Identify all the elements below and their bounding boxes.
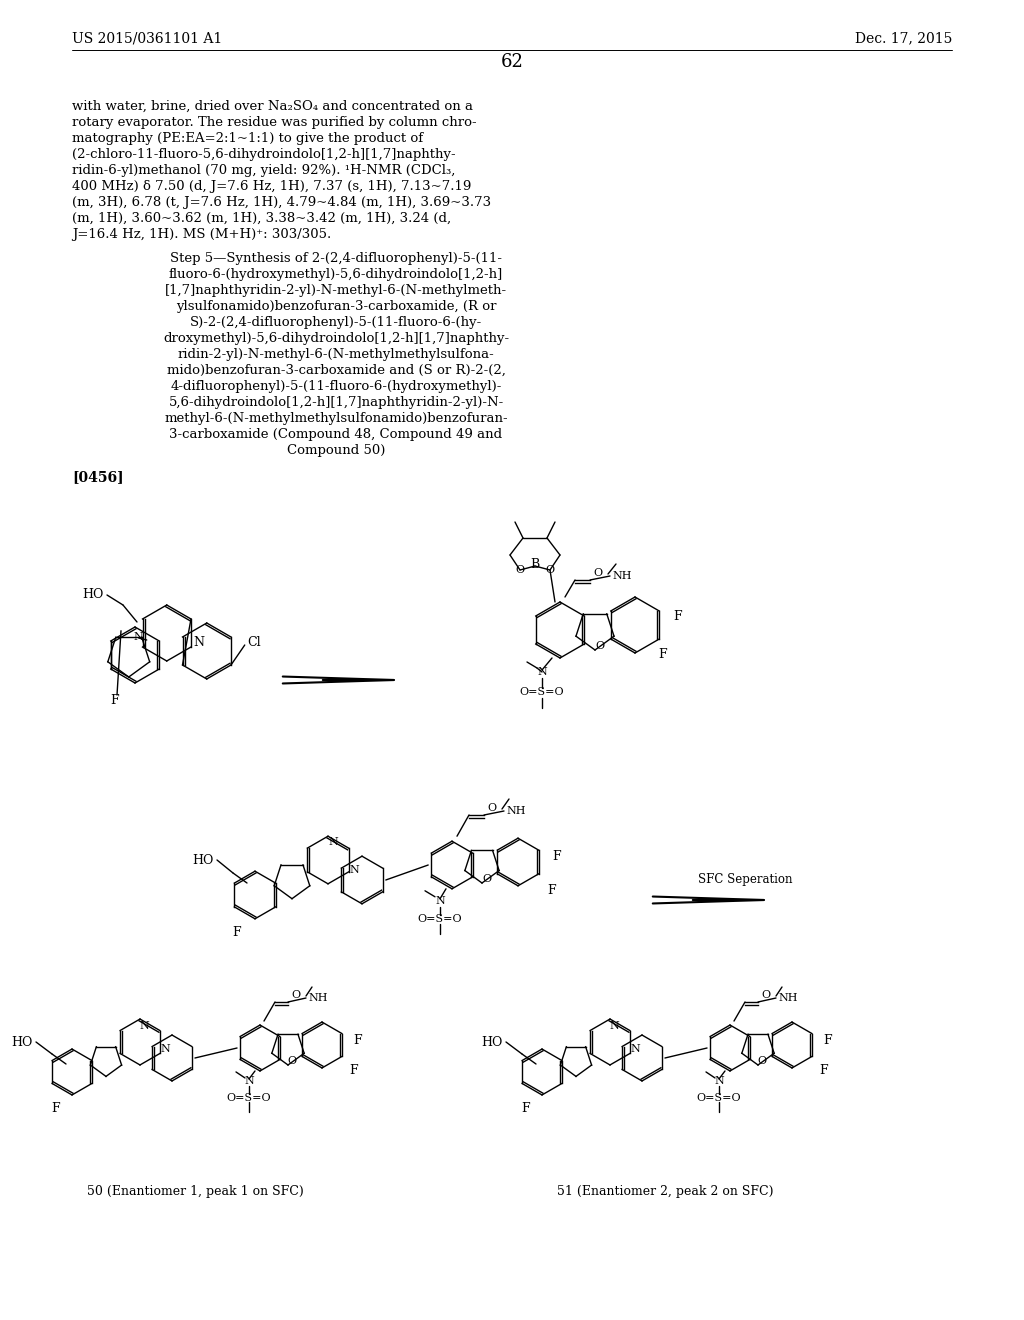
Text: N: N: [435, 896, 444, 906]
Text: 51 (Enantiomer 2, peak 2 on SFC): 51 (Enantiomer 2, peak 2 on SFC): [557, 1185, 773, 1199]
Text: NH: NH: [506, 807, 525, 816]
Text: HO: HO: [11, 1035, 33, 1048]
Text: O: O: [292, 990, 301, 1001]
Text: F: F: [823, 1034, 831, 1047]
Text: methyl-6-(N-methylmethylsulfonamido)benzofuran-: methyl-6-(N-methylmethylsulfonamido)benz…: [164, 412, 508, 425]
Text: [0456]: [0456]: [72, 470, 124, 484]
Text: SFC Seperation: SFC Seperation: [697, 873, 793, 886]
Text: 50 (Enantiomer 1, peak 1 on SFC): 50 (Enantiomer 1, peak 1 on SFC): [87, 1185, 303, 1199]
Text: HO: HO: [193, 854, 214, 866]
Text: S)-2-(2,4-difluorophenyl)-5-(11-fluoro-6-(hy-: S)-2-(2,4-difluorophenyl)-5-(11-fluoro-6…: [189, 315, 482, 329]
Text: (2-chloro-11-fluoro-5,6-dihydroindolo[1,2-h][1,7]naphthy-: (2-chloro-11-fluoro-5,6-dihydroindolo[1,…: [72, 148, 456, 161]
Text: NH: NH: [778, 993, 798, 1003]
Text: F: F: [521, 1102, 530, 1115]
Text: F: F: [111, 694, 120, 708]
Text: F: F: [658, 648, 667, 661]
Text: O: O: [762, 990, 771, 1001]
Text: O: O: [546, 565, 555, 576]
Text: N: N: [349, 865, 358, 875]
Text: ylsulfonamido)benzofuran-3-carboxamide, (R or: ylsulfonamido)benzofuran-3-carboxamide, …: [176, 300, 497, 313]
Text: HO: HO: [481, 1035, 503, 1048]
Text: NH: NH: [612, 572, 632, 581]
Text: O: O: [482, 874, 492, 884]
Text: F: F: [353, 1034, 361, 1047]
Text: N: N: [609, 1020, 618, 1031]
Text: O=S=O: O=S=O: [520, 686, 564, 697]
Text: O=S=O: O=S=O: [418, 913, 462, 924]
Text: O: O: [595, 642, 604, 651]
Text: O: O: [515, 565, 524, 576]
Text: O: O: [487, 803, 497, 813]
Text: N: N: [160, 1044, 170, 1053]
Text: (m, 1H), 3.60~3.62 (m, 1H), 3.38~3.42 (m, 1H), 3.24 (d,: (m, 1H), 3.60~3.62 (m, 1H), 3.38~3.42 (m…: [72, 213, 452, 224]
Text: N: N: [630, 1044, 640, 1053]
Text: HO: HO: [82, 589, 103, 602]
Text: N: N: [139, 1020, 148, 1031]
Text: ridin-2-yl)-N-methyl-6-(N-methylmethylsulfona-: ridin-2-yl)-N-methyl-6-(N-methylmethylsu…: [177, 348, 495, 360]
Text: N: N: [134, 632, 143, 642]
Text: N: N: [328, 837, 338, 847]
Text: F: F: [819, 1064, 827, 1077]
Text: N: N: [194, 636, 204, 649]
Text: droxymethyl)-5,6-dihydroindolo[1,2-h][1,7]naphthy-: droxymethyl)-5,6-dihydroindolo[1,2-h][1,…: [163, 333, 509, 345]
Text: O: O: [594, 568, 602, 578]
Text: N: N: [714, 1076, 724, 1086]
Text: 62: 62: [501, 53, 523, 71]
Text: Step 5—Synthesis of 2-(2,4-difluorophenyl)-5-(11-: Step 5—Synthesis of 2-(2,4-difluoropheny…: [170, 252, 502, 265]
Text: Compound 50): Compound 50): [287, 444, 385, 457]
Text: NH: NH: [308, 993, 328, 1003]
Text: mido)benzofuran-3-carboxamide and (S or R)-2-(2,: mido)benzofuran-3-carboxamide and (S or …: [167, 364, 506, 378]
Text: F: F: [349, 1064, 357, 1077]
Text: ridin-6-yl)methanol (70 mg, yield: 92%). ¹H-NMR (CDCl₃,: ridin-6-yl)methanol (70 mg, yield: 92%).…: [72, 164, 456, 177]
Text: F: F: [552, 850, 560, 863]
Text: 5,6-dihydroindolo[1,2-h][1,7]naphthyridin-2-yl)-N-: 5,6-dihydroindolo[1,2-h][1,7]naphthyridi…: [168, 396, 504, 409]
Text: fluoro-6-(hydroxymethyl)-5,6-dihydroindolo[1,2-h]: fluoro-6-(hydroxymethyl)-5,6-dihydroindo…: [169, 268, 503, 281]
Text: US 2015/0361101 A1: US 2015/0361101 A1: [72, 30, 222, 45]
Text: F: F: [547, 883, 555, 896]
Text: J=16.4 Hz, 1H). MS (M+H)⁺: 303/305.: J=16.4 Hz, 1H). MS (M+H)⁺: 303/305.: [72, 228, 331, 242]
Text: 3-carboxamide (Compound 48, Compound 49 and: 3-carboxamide (Compound 48, Compound 49 …: [169, 428, 503, 441]
Text: F: F: [232, 927, 242, 940]
Text: 400 MHz) δ 7.50 (d, J=7.6 Hz, 1H), 7.37 (s, 1H), 7.13~7.19: 400 MHz) δ 7.50 (d, J=7.6 Hz, 1H), 7.37 …: [72, 180, 471, 193]
Text: N: N: [538, 667, 547, 677]
Text: 4-difluorophenyl)-5-(11-fluoro-6-(hydroxymethyl)-: 4-difluorophenyl)-5-(11-fluoro-6-(hydrox…: [170, 380, 502, 393]
Text: matography (PE:EA=2:1~1:1) to give the product of: matography (PE:EA=2:1~1:1) to give the p…: [72, 132, 423, 145]
Text: O=S=O: O=S=O: [226, 1093, 271, 1104]
Text: Cl: Cl: [247, 636, 260, 649]
Text: B: B: [530, 557, 540, 570]
Text: [1,7]naphthyridin-2-yl)-N-methyl-6-(N-methylmeth-: [1,7]naphthyridin-2-yl)-N-methyl-6-(N-me…: [165, 284, 507, 297]
Text: F: F: [51, 1102, 60, 1115]
Text: O: O: [758, 1056, 767, 1067]
Text: F: F: [673, 610, 682, 623]
Text: Dec. 17, 2015: Dec. 17, 2015: [855, 30, 952, 45]
Text: O=S=O: O=S=O: [696, 1093, 741, 1104]
Text: O: O: [288, 1056, 297, 1067]
Text: rotary evaporator. The residue was purified by column chro-: rotary evaporator. The residue was purif…: [72, 116, 476, 129]
Text: N: N: [244, 1076, 254, 1086]
Text: (m, 3H), 6.78 (t, J=7.6 Hz, 1H), 4.79~4.84 (m, 1H), 3.69~3.73: (m, 3H), 6.78 (t, J=7.6 Hz, 1H), 4.79~4.…: [72, 195, 492, 209]
Text: with water, brine, dried over Na₂SO₄ and concentrated on a: with water, brine, dried over Na₂SO₄ and…: [72, 100, 473, 114]
